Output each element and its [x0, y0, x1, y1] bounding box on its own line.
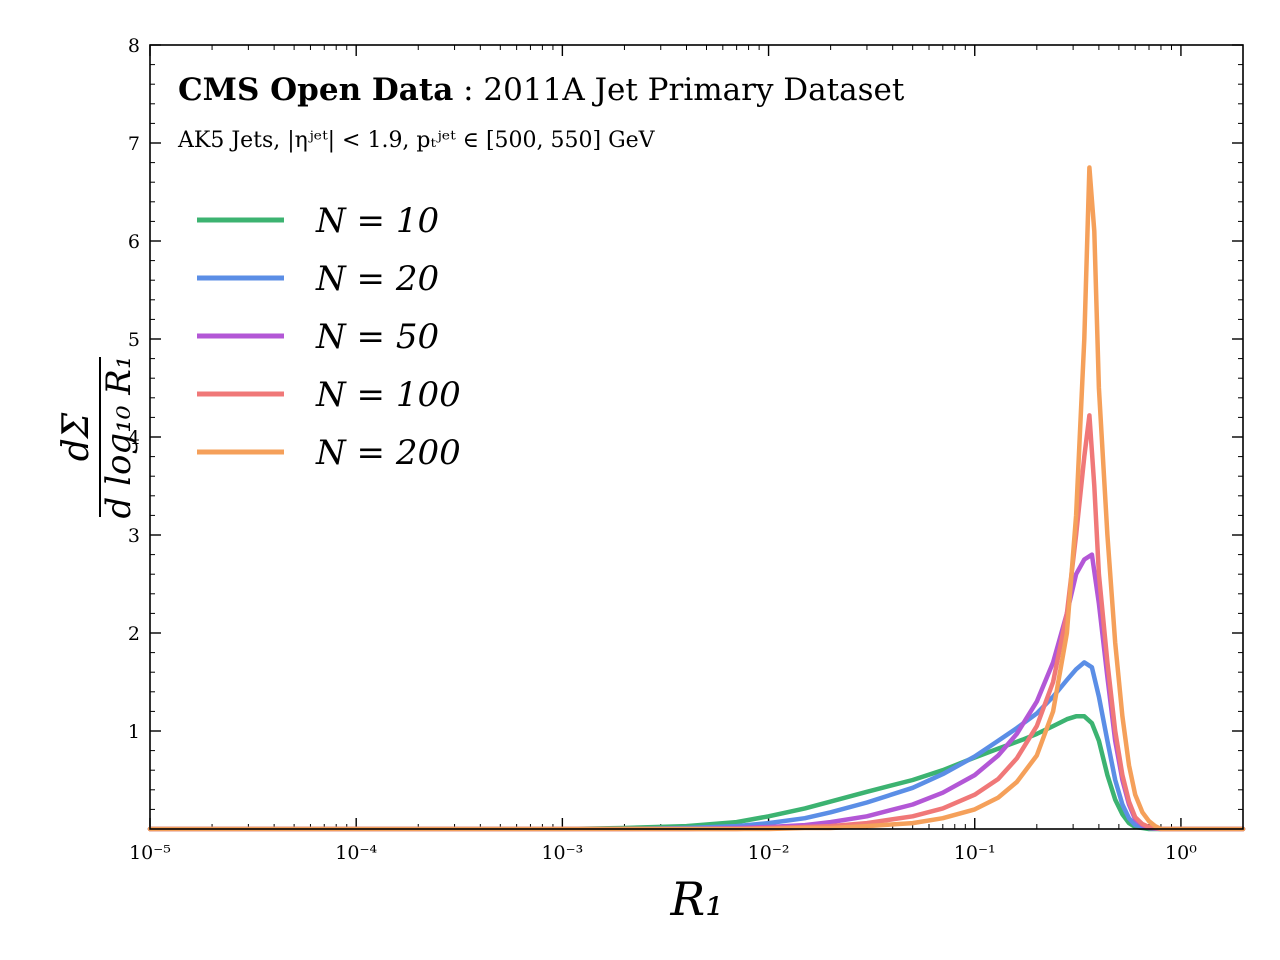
y-axis-label-denominator: d log₁₀ R₁	[99, 356, 139, 519]
y-tick-label: 6	[128, 231, 140, 253]
legend-label: N = 10	[315, 201, 439, 241]
y-tick-label: 1	[128, 721, 140, 743]
plot-frame	[149, 44, 1244, 830]
title-block: CMS Open Data : 2011A Jet Primary Datase…	[177, 72, 905, 153]
x-tick-label: 10⁻⁵	[129, 842, 171, 864]
series-lines	[147, 165, 1246, 832]
y-tick-label: 3	[128, 525, 140, 547]
x-axis-ticks: 10⁻⁵ 10⁻⁴ 10⁻³ 10⁻² 10⁻¹ 10⁰	[129, 45, 1244, 864]
y-axis-ticks: 1 2 3 4 5 6 7 8	[128, 35, 1243, 810]
y-axis-label: dΣ d log₁₀ R₁	[56, 356, 139, 519]
svg-text:CMS Open Data : 2011A Jet Prim: CMS Open Data : 2011A Jet Primary Datase…	[178, 72, 905, 108]
series-line-2	[147, 660, 1246, 832]
y-tick-label: 8	[128, 35, 140, 57]
series-line-1	[147, 714, 1246, 832]
series-line-5	[147, 165, 1246, 832]
y-tick-label: 4	[128, 427, 140, 449]
legend-label: N = 50	[315, 317, 439, 357]
x-axis-label: R₁	[669, 872, 723, 926]
y-tick-label: 5	[128, 329, 140, 351]
legend-label: N = 200	[315, 433, 461, 473]
title-rest: : 2011A Jet Primary Dataset	[453, 72, 905, 108]
y-tick-label: 7	[128, 133, 140, 155]
legend: N = 10 N = 20 N = 50 N = 100 N = 200	[197, 201, 461, 473]
x-tick-label: 10⁻³	[541, 842, 583, 864]
series-line-3	[147, 552, 1246, 832]
title-bold: CMS Open Data	[178, 72, 453, 108]
legend-label: N = 20	[315, 259, 439, 299]
x-tick-label: 10⁰	[1165, 842, 1197, 864]
x-tick-label: 10⁻¹	[954, 842, 996, 864]
x-tick-label: 10⁻⁴	[335, 842, 377, 864]
y-tick-label: 2	[128, 623, 140, 645]
x-tick-label: 10⁻²	[748, 842, 790, 864]
legend-label: N = 100	[315, 375, 461, 415]
subtitle: AK5 Jets, |ηʲᵉᵗ| < 1.9, pₜʲᵉᵗ ∈ [500, 55…	[177, 128, 656, 153]
y-axis-label-numerator: dΣ	[56, 412, 97, 461]
